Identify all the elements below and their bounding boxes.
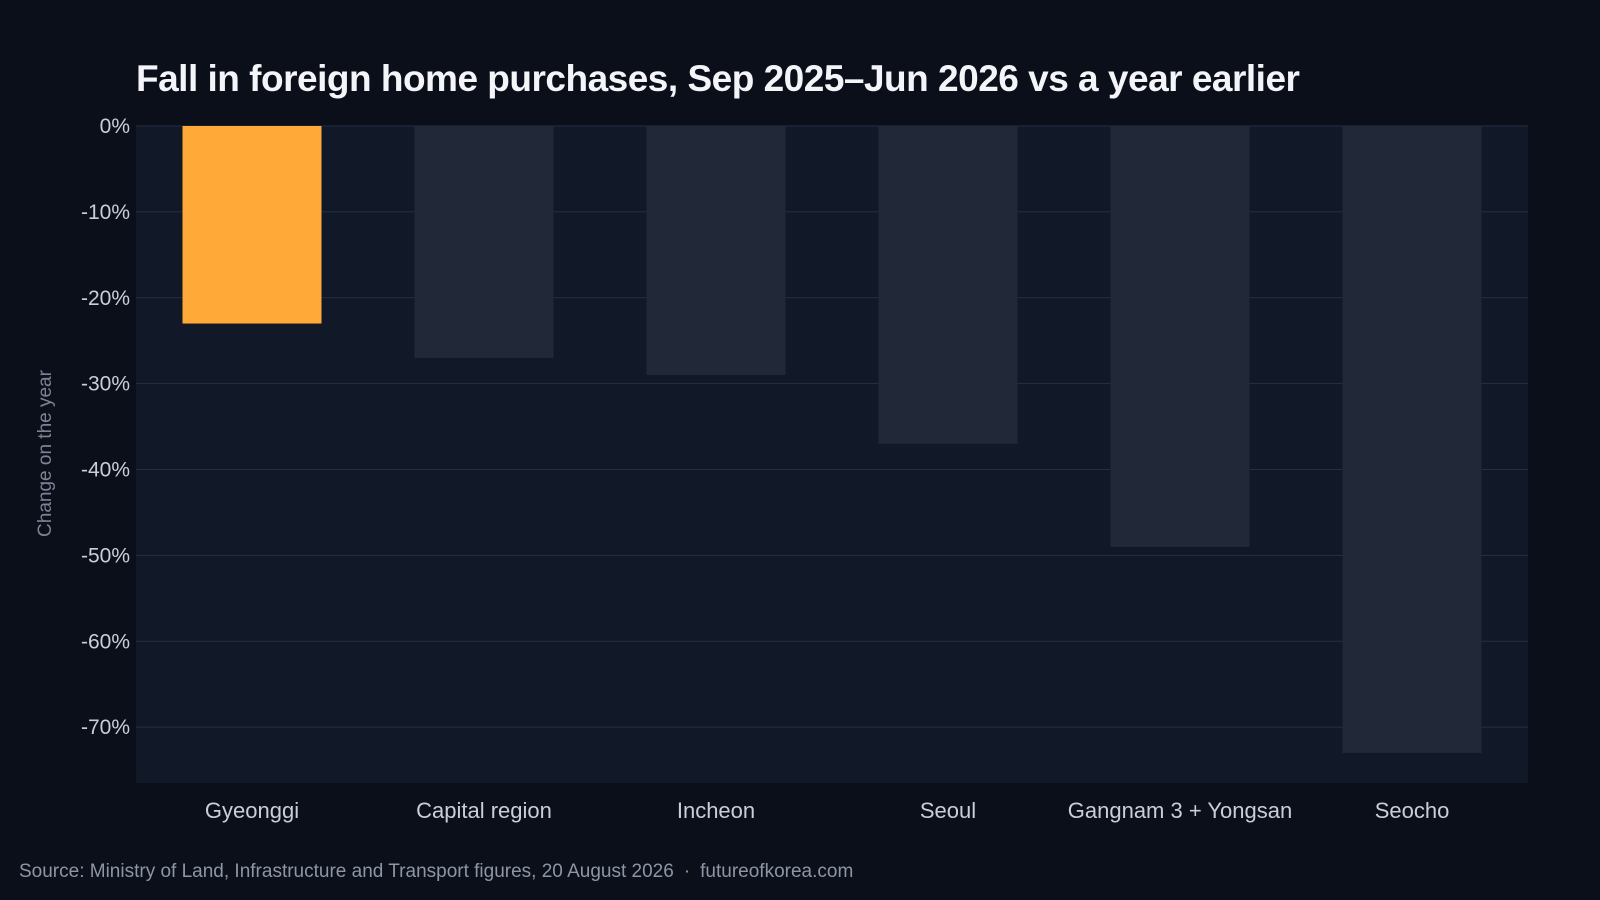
y-tick-label: -30% [81, 373, 130, 396]
y-tick-label: 0% [100, 115, 130, 138]
bar [182, 126, 322, 324]
y-tick-label: -40% [81, 459, 130, 482]
x-category-label: Capital region [416, 798, 552, 823]
x-category-label: Gangnam 3 + Yongsan [1068, 798, 1292, 823]
y-tick-label: -10% [81, 201, 130, 224]
source-note: Source: Ministry of Land, Infrastructure… [19, 861, 853, 883]
bar [414, 126, 554, 358]
y-tick-label: -60% [81, 630, 130, 653]
y-tick-label: -50% [81, 544, 130, 567]
site-name[interactable]: futureofkorea.com [700, 861, 854, 882]
x-category-label: Seoul [920, 798, 976, 823]
y-tick-label: -70% [81, 716, 130, 739]
y-axis-title: Change on the year [35, 369, 56, 537]
bar [878, 126, 1018, 444]
gridlines [136, 125, 1528, 728]
chart-title: Fall in foreign home purchases, Sep 2025… [136, 58, 1300, 99]
footer-separator: · [683, 861, 691, 882]
bars [182, 126, 1482, 753]
y-axis-ticks: 0% -10% -20% -30% -40% -50% -60% -70% [81, 115, 130, 739]
x-category-label: Seocho [1375, 798, 1450, 823]
x-axis-categories: Gyeonggi Capital region Incheon Seoul Gangna… [205, 798, 1449, 823]
x-category-label: Incheon [677, 798, 755, 823]
bar [646, 126, 786, 376]
x-category-label: Gyeonggi [205, 798, 299, 823]
source-text: Source: Ministry of Land, Infrastructure… [19, 861, 674, 882]
bar [1342, 126, 1482, 753]
bar [1110, 126, 1250, 547]
y-tick-label: -20% [81, 287, 130, 310]
plot-area [136, 126, 1528, 783]
